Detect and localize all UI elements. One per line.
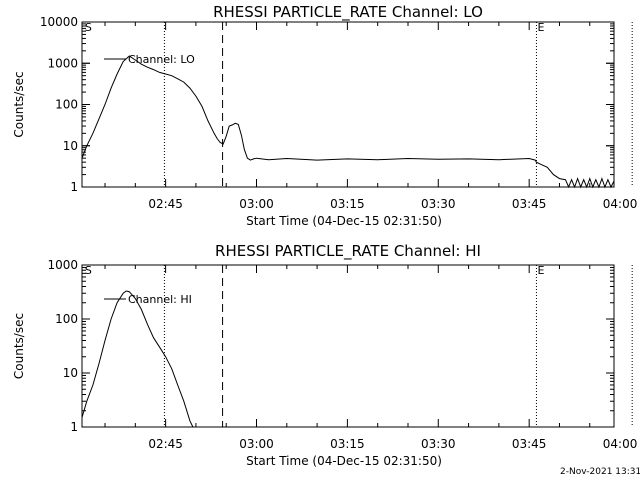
flag-marker-e: E <box>537 264 544 277</box>
x-tick-label: 04:00 <box>603 197 638 211</box>
footer-timestamp: 2-Nov-2021 13:31 <box>560 467 640 477</box>
plot-frame <box>81 264 615 428</box>
x-tick-label: 02:45 <box>148 437 183 451</box>
chart-title: RHESSI PARTICLE_RATE Channel: LO <box>213 3 483 22</box>
y-tick-label: 1000 <box>47 56 78 70</box>
x-axis-label: Start Time (04-Dec-15 02:31:50) <box>246 454 442 468</box>
y-tick-label: 100 <box>55 312 78 326</box>
chart-title: RHESSI PARTICLE_RATE Channel: HI <box>215 242 481 261</box>
plot-frame <box>81 21 615 188</box>
x-tick-label: 03:00 <box>239 437 274 451</box>
y-tick-label: 1 <box>70 180 78 194</box>
x-tick-label: 03:45 <box>512 197 547 211</box>
y-tick-label: 10000 <box>40 15 78 29</box>
y-tick-label: 10 <box>63 139 78 153</box>
x-tick-label: 03:30 <box>421 437 456 451</box>
x-tick-label: 03:15 <box>330 437 365 451</box>
y-axis-label: Counts/sec <box>12 71 26 137</box>
x-tick-label: 03:45 <box>512 437 547 451</box>
x-tick-label: 02:45 <box>148 197 183 211</box>
flag-marker-s: S <box>85 264 92 277</box>
y-tick-label: 1 <box>70 420 78 434</box>
panel-hi: RHESSI PARTICLE_RATE Channel: HI 1 10 100 10… <box>12 242 637 468</box>
x-tick-label: 04:00 <box>603 437 638 451</box>
y-tick-label: 100 <box>55 98 78 112</box>
x-tick-label: 03:15 <box>330 197 365 211</box>
x-axis-label: Start Time (04-Dec-15 02:31:50) <box>246 214 442 228</box>
flag-marker-s: S <box>85 21 92 34</box>
panel-lo: RHESSI PARTICLE_RATE Channel: LO 1 10 100 10… <box>12 3 637 228</box>
x-tick-label: 03:00 <box>239 197 274 211</box>
y-axis-label: Counts/sec <box>12 313 26 379</box>
series-line <box>81 55 615 189</box>
series-line <box>81 290 194 428</box>
y-tick-label: 10 <box>63 366 78 380</box>
flag-marker-e: E <box>537 21 544 34</box>
legend-label: Channel: HI <box>128 293 192 306</box>
x-tick-label: 03:30 <box>421 197 456 211</box>
legend-label: Channel: LO <box>128 53 195 66</box>
y-tick-label: 1000 <box>47 258 78 272</box>
